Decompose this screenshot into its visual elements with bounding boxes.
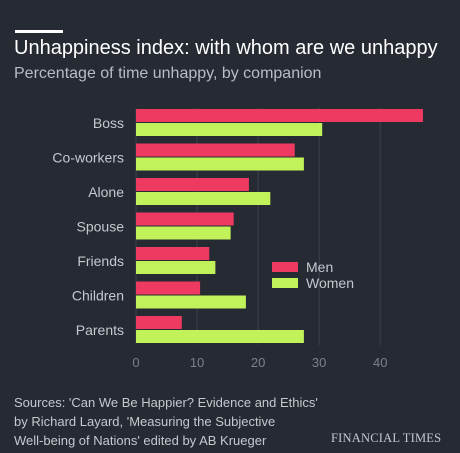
- bar: [136, 143, 295, 157]
- x-tick-label: 20: [251, 355, 265, 370]
- source-line: by Richard Layard, 'Measuring the Subjec…: [14, 414, 276, 429]
- bar: [136, 109, 423, 122]
- category-label: Co-workers: [52, 150, 124, 166]
- category-label: Children: [72, 288, 124, 304]
- source-line: Sources: 'Can We Be Happier? Evidence an…: [14, 395, 318, 410]
- category-label: Alone: [88, 184, 124, 200]
- bar: [136, 261, 216, 274]
- category-label: Parents: [76, 322, 124, 338]
- legend-label: Women: [306, 275, 354, 291]
- x-tick-label: 40: [373, 355, 387, 370]
- x-tick-label: 0: [132, 355, 139, 370]
- bar: [136, 281, 201, 295]
- x-tick-label: 30: [312, 355, 326, 370]
- bar: [136, 247, 210, 260]
- bar: [136, 157, 304, 171]
- bar: [136, 192, 271, 205]
- ft-logo: FINANCIAL TIMES: [331, 431, 442, 445]
- chart-title: Unhappiness index: with whom are we unha…: [14, 37, 438, 59]
- bar: [136, 295, 246, 309]
- category-label: Boss: [93, 115, 124, 131]
- bar: [136, 226, 231, 240]
- bar: [136, 212, 234, 226]
- category-label: Spouse: [77, 219, 125, 235]
- chart-subtitle: Percentage of time unhappy, by companion: [14, 65, 322, 82]
- x-tick-label: 10: [190, 355, 204, 370]
- bar: [136, 330, 304, 343]
- legend-swatch: [272, 262, 298, 272]
- source-line: Well-being of Nations' edited by AB Krue…: [14, 433, 267, 448]
- source-note: Sources: 'Can We Be Happier? Evidence an…: [14, 393, 318, 450]
- category-label: Friends: [77, 253, 124, 269]
- bar: [136, 123, 323, 136]
- legend-label: Men: [306, 259, 333, 275]
- bar: [136, 316, 182, 329]
- title-rule: [15, 30, 63, 33]
- bar: [136, 178, 249, 191]
- legend-swatch: [272, 278, 298, 288]
